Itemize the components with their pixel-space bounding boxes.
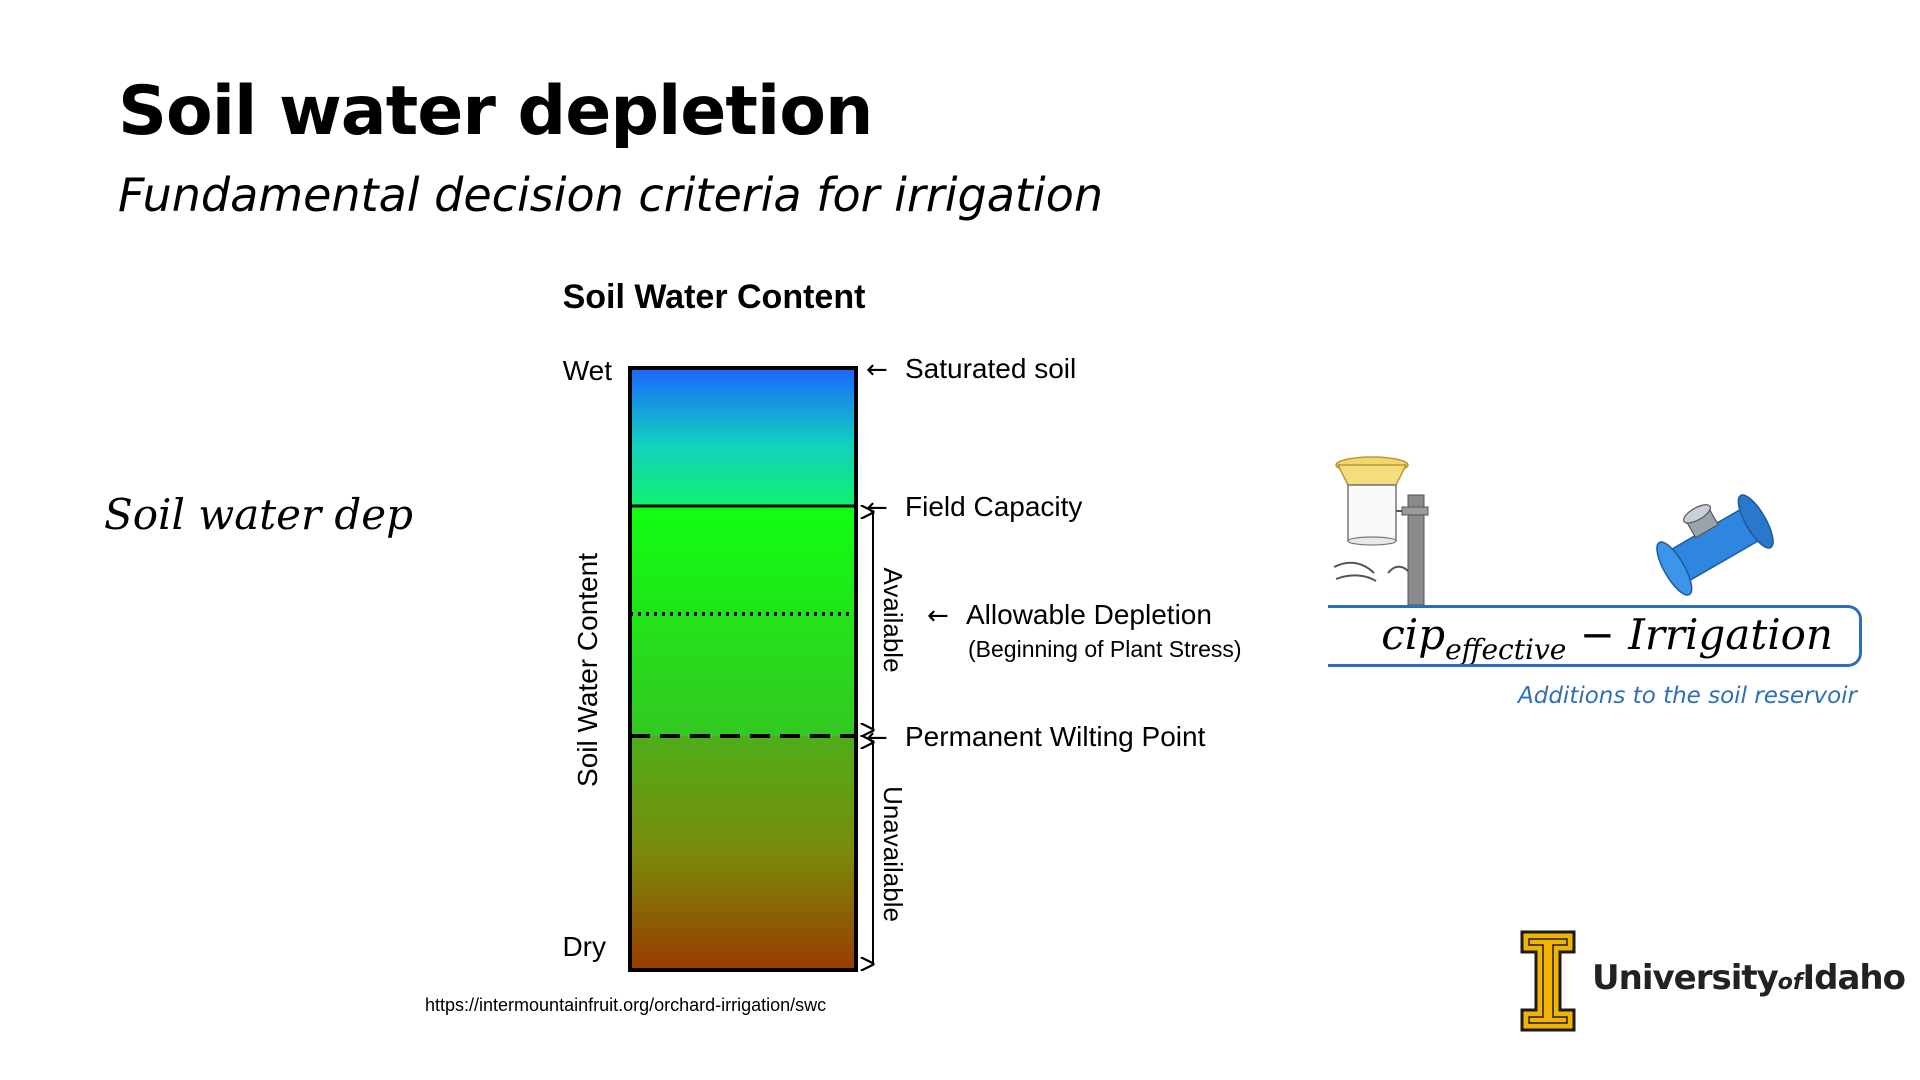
logo-idaho: Idaho xyxy=(1802,958,1905,998)
logo-university: University xyxy=(1592,958,1779,998)
allowable-depletion-arrow: ← xyxy=(927,601,949,631)
wilting-point-arrow: ← xyxy=(866,723,888,753)
wilting-point-label: Permanent Wilting Point xyxy=(905,721,1206,752)
saturated-arrow: ← xyxy=(866,355,888,385)
source-url[interactable]: https://intermountainfruit.org/orchard-i… xyxy=(425,995,827,1015)
equation-right-text: cipeffective − Irrigation xyxy=(1381,610,1833,666)
dry-label: Dry xyxy=(562,931,606,962)
field-capacity-arrow: ← xyxy=(866,493,888,523)
precip-fragment: cip xyxy=(1381,610,1446,659)
field-capacity-label: Field Capacity xyxy=(905,491,1082,522)
wet-label: Wet xyxy=(563,355,612,386)
irrigation-term: − Irrigation xyxy=(1566,610,1833,659)
effective-subscript: effective xyxy=(1445,633,1567,666)
soil-water-content-diagram: Soil Water Content Wet Dry Soil Water Co… xyxy=(562,278,1242,972)
university-i-logo-icon xyxy=(1520,930,1576,1032)
soil-column-border xyxy=(628,366,858,972)
axis-label: Soil Water Content xyxy=(572,553,603,787)
flow-meter-icon xyxy=(1656,494,1774,596)
unavailable-zone xyxy=(630,736,856,970)
allowable-depletion-note: (Beginning of Plant Stress) xyxy=(968,636,1242,662)
diagram-title: Soil Water Content xyxy=(563,278,866,316)
equation-left-partial: Soil water dep xyxy=(104,490,412,539)
slide-title: Soil water depletion xyxy=(118,72,873,151)
saturated-soil-label: Saturated soil xyxy=(905,353,1076,384)
saturated-zone xyxy=(630,368,856,506)
available-label: Available xyxy=(878,567,908,672)
available-zone xyxy=(630,506,856,736)
university-logo: UniversityofIdaho xyxy=(1520,930,1910,1040)
unavailable-label: Unavailable xyxy=(878,786,908,922)
logo-of: of xyxy=(1777,970,1803,995)
allowable-depletion-label: Allowable Depletion xyxy=(966,599,1212,630)
slide-subtitle: Fundamental decision criteria for irriga… xyxy=(118,168,1104,222)
logo-wordmark: UniversityofIdaho xyxy=(1592,958,1906,998)
rain-gauge-icon xyxy=(1333,456,1429,605)
equation-right-box: cipeffective − Irrigation xyxy=(1328,605,1862,667)
additions-caption: Additions to the soil reservoir xyxy=(1518,683,1858,709)
